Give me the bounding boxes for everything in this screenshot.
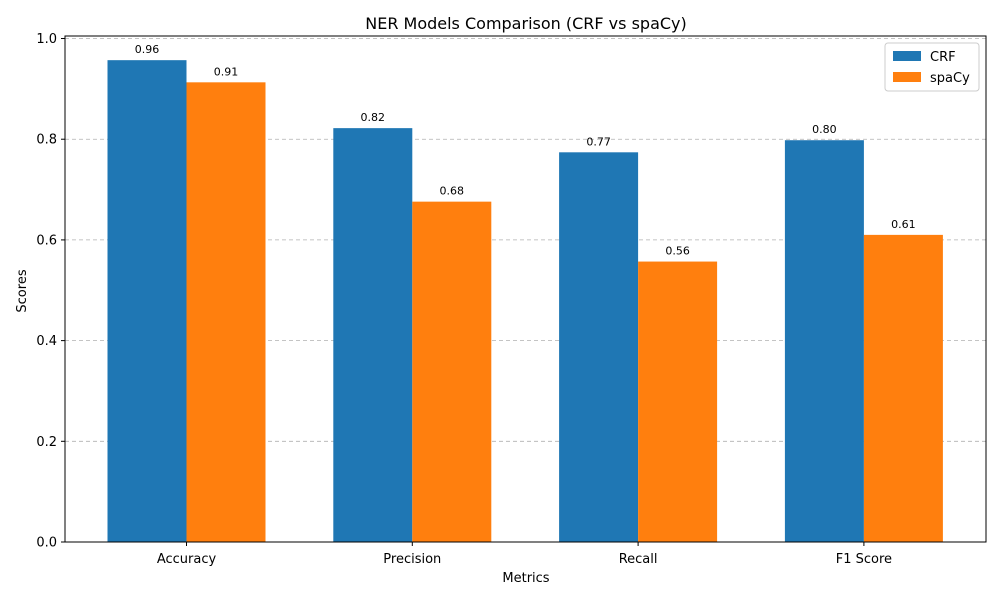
bar-value-label: 0.68 xyxy=(440,185,465,198)
bar-value-label: 0.80 xyxy=(812,123,837,136)
y-tick-label: 0.8 xyxy=(36,133,57,148)
x-tick-label: Accuracy xyxy=(157,552,217,567)
legend-label-crf: CRF xyxy=(930,50,956,65)
bar-crf-precision xyxy=(333,128,413,542)
legend: CRF spaCy xyxy=(884,42,980,92)
bar-spacy-accuracy xyxy=(186,82,266,542)
x-tick-label: F1 Score xyxy=(836,552,892,567)
bar-crf-f1-score xyxy=(784,140,864,543)
bar-crf-accuracy xyxy=(107,60,187,542)
y-tick-label: 1.0 xyxy=(36,32,57,47)
legend-label-spacy: spaCy xyxy=(930,71,970,86)
y-tick-label: 0.2 xyxy=(36,435,57,450)
bar-value-label: 0.61 xyxy=(891,218,916,231)
y-tick-label: 0.6 xyxy=(36,233,57,248)
bar-value-label: 0.77 xyxy=(586,135,611,148)
bar-value-label: 0.82 xyxy=(361,111,386,124)
bar-value-label: 0.91 xyxy=(214,65,239,78)
bar-value-label: 0.96 xyxy=(135,43,160,56)
x-tick-label: Recall xyxy=(619,552,658,567)
legend-swatch-crf xyxy=(893,51,921,61)
data-labels: 0.96 0.91 0.82 0.68 0.77 0.56 0.80 0.61 xyxy=(135,43,916,257)
plot-frame xyxy=(64,35,987,543)
legend-swatch-spacy xyxy=(893,72,921,82)
y-axis-label: Scores xyxy=(15,269,30,312)
bar-value-label: 0.56 xyxy=(665,245,690,258)
x-tick-label: Precision xyxy=(383,552,441,567)
y-tick-label: 0.0 xyxy=(36,536,57,551)
axes: 0.0 0.2 0.4 0.6 0.8 1.0 Accuracy Precision Recal… xyxy=(36,32,987,567)
bar-spacy-recall xyxy=(638,261,718,542)
bars xyxy=(107,60,943,543)
bar-spacy-f1-score xyxy=(863,234,943,543)
bar-crf-recall xyxy=(559,152,639,542)
x-axis-label: Metrics xyxy=(502,571,549,586)
y-tick-label: 0.4 xyxy=(36,334,57,349)
chart-title: NER Models Comparison (CRF vs spaCy) xyxy=(365,14,687,33)
bar-spacy-precision xyxy=(412,201,492,543)
